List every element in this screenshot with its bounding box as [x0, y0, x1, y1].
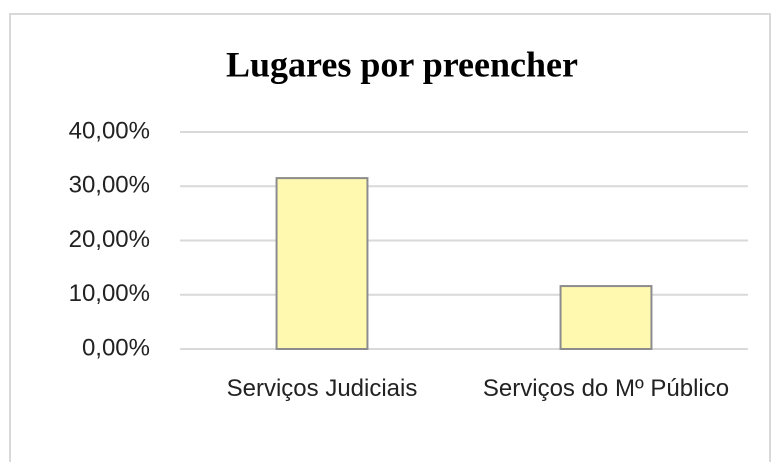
chart-border	[9, 13, 771, 462]
y-tick-label: 40,00%	[69, 117, 150, 144]
bar	[559, 285, 653, 351]
y-tick-label: 30,00%	[69, 172, 150, 199]
y-tick-label: 0,00%	[82, 334, 150, 361]
y-tick-label: 10,00%	[69, 280, 150, 307]
x-tick-label: Serviços do Mº Público	[482, 375, 730, 402]
x-tick-label: Serviços Judiciais	[226, 375, 418, 402]
y-tick-label: 20,00%	[69, 226, 150, 253]
chart-title: Lugares por preencher	[226, 44, 578, 84]
bar	[275, 177, 369, 350]
